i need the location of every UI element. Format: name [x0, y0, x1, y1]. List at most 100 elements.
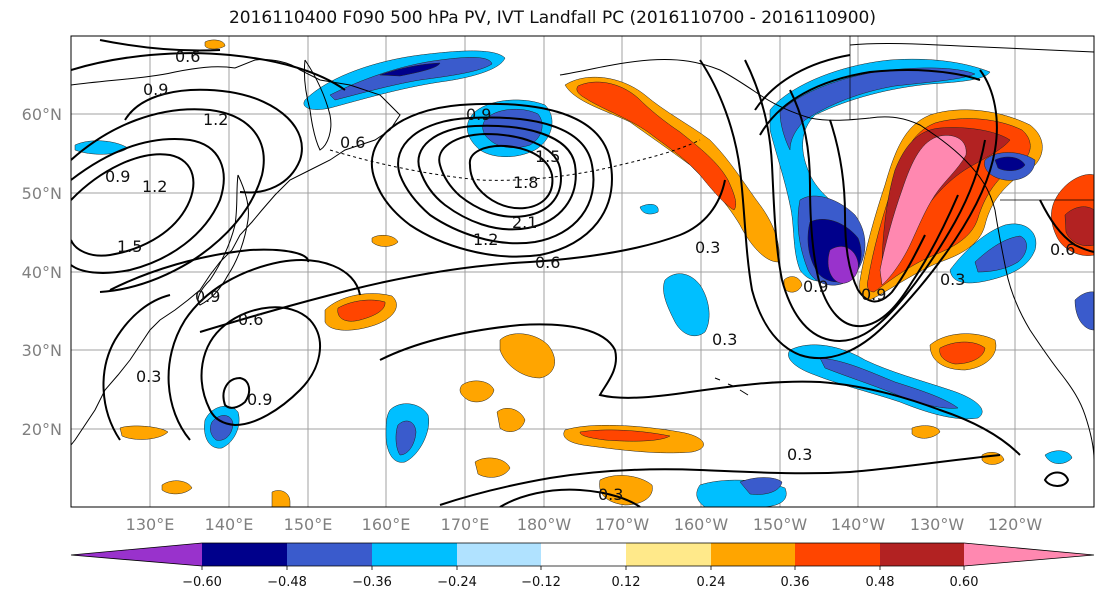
contour-label: 0.6: [238, 310, 263, 329]
pv-contours: [71, 39, 1094, 507]
shade-orange-c3: [496, 408, 526, 432]
contour-mid-03: [379, 323, 1021, 456]
lon-label: 160°E: [362, 515, 411, 534]
contour-west-1: [71, 153, 195, 257]
contour-west-7: [109, 248, 310, 291]
contour-south-03: [499, 488, 641, 507]
shade-navy-bc: [994, 156, 1026, 171]
shade-red-mid: [337, 299, 386, 322]
contour-sw-1: [200, 306, 322, 427]
lon-label: 130°E: [126, 515, 175, 534]
colorbar-tick-label: 0.12: [612, 575, 641, 590]
lon-label: 140°W: [831, 515, 886, 534]
contour-label: 0.6: [1050, 240, 1075, 259]
shade-navy-bering: [379, 62, 441, 77]
shade-orange-c6: [161, 480, 193, 495]
contour-bering-1: [370, 102, 613, 258]
contour-label: 1.2: [473, 230, 498, 249]
contour-label: 0.6: [340, 133, 365, 152]
lon-label: 140°E: [205, 515, 254, 534]
lon-label: 180°W: [517, 515, 572, 534]
shade-orange-c8: [599, 475, 653, 506]
shade-orange-c14: [204, 39, 226, 50]
contour-label: 0.9: [861, 285, 886, 304]
contour-west-6: [99, 39, 221, 52]
colorbar-segment: [372, 543, 457, 566]
contour-label: 0.9: [195, 287, 220, 306]
shade-red-band: [576, 81, 736, 211]
contour-sw-3: [222, 376, 251, 409]
map-frame: [70, 35, 1095, 508]
contour-east-2: [1043, 471, 1070, 487]
colorbar-segment: [964, 543, 1094, 566]
contour-label: 0.9: [466, 105, 491, 124]
contour-label: 0.9: [143, 80, 168, 99]
contour-label: 2.1: [512, 213, 537, 232]
shade-orange-c1: [499, 333, 555, 379]
shade-darkblue-wa: [974, 235, 1027, 273]
colorbar-segment: [287, 543, 372, 566]
colorbar-segment: [626, 543, 711, 566]
contour-bering-3: [417, 124, 577, 231]
contour-mid-06: [199, 179, 726, 333]
colorbar-tick-label: 0.60: [950, 575, 979, 590]
contour-label: 1.5: [535, 147, 560, 166]
colorbar-segment: [541, 543, 626, 566]
coast-canada-n: [849, 42, 1094, 53]
lon-label: 170°E: [441, 515, 490, 534]
shade-darkblue-sub: [819, 357, 959, 409]
latitude-labels: 60°N 50°N 40°N 30°N 20°N: [22, 105, 62, 439]
contour-label: 0.9: [247, 390, 272, 409]
shade-orange-c13: [271, 490, 291, 507]
shade-darkblue-bering: [329, 57, 493, 101]
lon-label: 130°W: [910, 515, 965, 534]
colorbar-tick-label: −0.12: [521, 575, 561, 590]
shade-darkblue-sw: [395, 420, 417, 456]
lat-label: 60°N: [22, 105, 62, 124]
shade-orange-c12: [783, 276, 803, 293]
shade-red-band2: [579, 429, 671, 442]
contour-label: 0.6: [175, 47, 200, 66]
coast-nwam: [994, 209, 1094, 461]
contour-label: 1.5: [117, 237, 142, 256]
colorbar-segment: [880, 543, 964, 566]
contour-west-5: [71, 52, 346, 91]
colorbar-segment: [71, 543, 202, 566]
contour-label: 1.2: [203, 110, 228, 129]
colorbar-tick-label: −0.24: [437, 575, 477, 590]
lat-label: 20°N: [22, 420, 62, 439]
contour-west-3: [71, 108, 265, 293]
contour-sw-4: [102, 294, 171, 441]
lon-label: 120°W: [988, 515, 1043, 534]
lat-label: 50°N: [22, 184, 62, 203]
map-title: 2016110400 F090 500 hPa PV, IVT Landfall…: [228, 8, 876, 28]
shade-pink-nwam: [879, 135, 967, 286]
shade-orange-c11: [371, 234, 399, 247]
shade-darkblue-south: [739, 477, 783, 495]
colorbar-tick-label: 0.24: [697, 575, 726, 590]
longitude-labels: 130°E 140°E 150°E 160°E 170°E 180°W 170°…: [126, 515, 1043, 534]
shade-blue-small1: [1044, 450, 1073, 464]
shade-blue-hawaii: [663, 273, 710, 337]
contour-west-2: [71, 138, 225, 274]
shade-blue-small3: [639, 204, 659, 215]
colorbar-tick-label: −0.36: [352, 575, 392, 590]
contour-bering-5: [468, 144, 554, 210]
contour-bering-2: [397, 116, 595, 245]
shade-orange-c5: [119, 425, 169, 440]
map-panel: 0.6 0.9 1.2 0.6 0.9 1.2 1.5 0.9 1.5 1.8 …: [70, 35, 1095, 508]
contour-trough-3: [789, 89, 959, 328]
contour-label: 0.3: [136, 367, 161, 386]
shade-darkblue-jp: [210, 415, 234, 441]
contour-label: 1.2: [142, 177, 167, 196]
contour-label: 0.3: [712, 330, 737, 349]
contour-alaska-upper2: [754, 54, 851, 111]
lon-label: 160°W: [674, 515, 729, 534]
lat-label: 30°N: [22, 341, 62, 360]
contour-label: 0.6: [535, 253, 560, 272]
colorbar-segment: [202, 543, 287, 566]
contour-label: 0.3: [787, 445, 812, 464]
colorbar-tick-label: 0.36: [781, 575, 810, 590]
contour-label: 0.3: [940, 270, 965, 289]
